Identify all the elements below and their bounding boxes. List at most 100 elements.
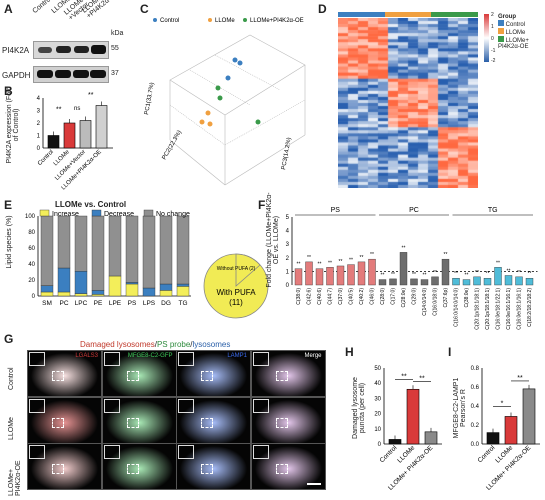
sig-mark: ** (475, 270, 479, 276)
zoom-inset (178, 445, 194, 459)
x-tick-label: C(42:6) (307, 288, 313, 305)
panel-g-label: G (4, 332, 14, 346)
bar (431, 276, 439, 286)
pca-point (217, 95, 223, 101)
stacked-bar-segment (40, 215, 54, 286)
roi-box (52, 464, 64, 474)
y-tick-label: 0 (37, 146, 41, 152)
header-sep2: / (190, 340, 193, 349)
x-tick-label: Control (477, 444, 497, 464)
bar (424, 431, 438, 445)
roi-box (275, 464, 288, 474)
x-tick-label: C(16:0/14:0/14:0) (454, 288, 460, 327)
zoom-inset (252, 398, 269, 413)
stacked-bar-segment (142, 287, 156, 297)
sig-mark: ** (56, 106, 62, 113)
x-tick-label: C(20:1p/18:1/18:1) (485, 288, 491, 330)
row-label-llome: LLOMe (8, 417, 15, 440)
header-lysosomes: lysosomes (192, 340, 231, 349)
panel-f-chart: 0 1 2 3 4 5 ** C(38:0) ** C(42:6) ** C(40:6) ** C(44:… (286, 207, 538, 330)
header-sep: / (154, 340, 157, 349)
stacked-bar-segment (91, 215, 105, 291)
heatmap-panel (332, 8, 480, 196)
panel-c-label: C (140, 2, 149, 16)
y-tick-label: 1 (286, 269, 290, 275)
roi-box (201, 464, 213, 474)
x-tick-label: C(28:0e) (401, 288, 407, 308)
bar (378, 279, 387, 286)
heatmap-legend: Group Control LLOMe LLOMe+ PI4K2α-OE (498, 14, 544, 50)
sig-mark: ** (507, 268, 511, 274)
y-tick-label: 2 (37, 121, 41, 127)
stacked-bar-segment (108, 215, 122, 277)
y-tick-label: 3 (286, 242, 290, 248)
pca-axis-pc2: PC2(22.3%) (162, 130, 184, 161)
x-tick-label: C(37:0) (338, 288, 344, 305)
x-tick-label: C(44:7) (328, 288, 334, 305)
pca-point (205, 110, 211, 116)
band-kda-37: 37 (111, 70, 119, 77)
x-tick-label: C(40:5) (349, 288, 355, 305)
micrograph-lamp1-row1: LAMP1 (176, 350, 251, 397)
bar (452, 277, 460, 286)
x-tick-label: LPS (143, 300, 156, 307)
x-tick-label: LPE (109, 300, 122, 307)
legend-swatch (91, 209, 102, 217)
zoom-inset (252, 352, 269, 366)
stacked-bar-segment (40, 285, 54, 293)
panel-g-header: Damaged lysosomes/PS probe/lysosomes (80, 340, 230, 349)
y-tick-label: 3 (37, 109, 41, 115)
bar (486, 432, 500, 445)
sig-mark: ** (517, 375, 523, 382)
x-tick-label: C(16:0e/18:1/22:1) (496, 288, 502, 330)
pca-point (215, 85, 221, 91)
sig-mark: ** (318, 262, 322, 268)
x-tick-label: C(18:2/18:2/18:2) (527, 288, 533, 327)
bar (410, 278, 418, 286)
bar (441, 258, 450, 286)
bar (79, 120, 92, 149)
x-tick-label: C(37:6p) (443, 288, 449, 308)
y-tick-label: 1 (37, 134, 41, 140)
x-tick-label: SM (42, 300, 52, 307)
stacked-bar-segment (125, 283, 139, 297)
pca-axis-pc1: PC3(14.2%) (281, 137, 293, 170)
heatmap-cells (338, 18, 478, 188)
bar (389, 278, 397, 286)
micrograph-lgals3-row2 (27, 396, 102, 444)
bar (347, 264, 355, 286)
x-tick-label: C(16:0e/18:1/16:1) (517, 288, 523, 330)
roi-box (52, 417, 64, 428)
panel-i-label: I (448, 345, 452, 359)
pie-big-label-1: With PUFA (216, 288, 256, 297)
roi-box (275, 417, 288, 428)
panel-c-pca-plot: Control LLOMe LLOMe+PI4K2α-OE PC1(33.7%)… (144, 18, 306, 186)
x-tick-label: C(40:6) (317, 288, 323, 305)
x-tick-label: LPC (75, 300, 88, 307)
y-tick-label: 100 (25, 214, 36, 220)
scale-bar (306, 483, 321, 485)
sig-mark: ** (349, 258, 353, 264)
sig-mark: ** (412, 272, 416, 278)
scale-tick: 0 (491, 36, 494, 42)
panel-e-chart: 0 20 40 60 80 100 SM PC LPC PE LPE PS LPS DG TG Increas… (25, 209, 191, 307)
pca-point (232, 57, 238, 63)
y-tick-label: 4 (286, 229, 290, 235)
stacked-bar-segment (176, 215, 190, 285)
sig-mark: ** (496, 260, 500, 266)
band-label-pi4k2a: PI4K2A (2, 46, 30, 55)
y-tick-label: 0 (32, 294, 36, 300)
group-label: TG (488, 207, 498, 214)
pufa-pie: Without PUFA (2) With PUFA (11) (203, 253, 269, 319)
bar (368, 258, 376, 286)
stacked-bar-segment (159, 215, 173, 285)
stacked-bar-segment (91, 294, 105, 297)
stacked-bar-segment (74, 215, 88, 272)
band-kda-55: 55 (111, 45, 119, 52)
lane-label: LLOMe +PI4K2α-OE (81, 0, 121, 20)
sig-mark: ** (454, 271, 458, 277)
header-ps-probe: PS probe (156, 340, 191, 349)
sig-mark: ** (381, 273, 385, 279)
y-tick-label: 4 (37, 96, 41, 102)
pi4k2a-blot-strip (33, 41, 109, 59)
